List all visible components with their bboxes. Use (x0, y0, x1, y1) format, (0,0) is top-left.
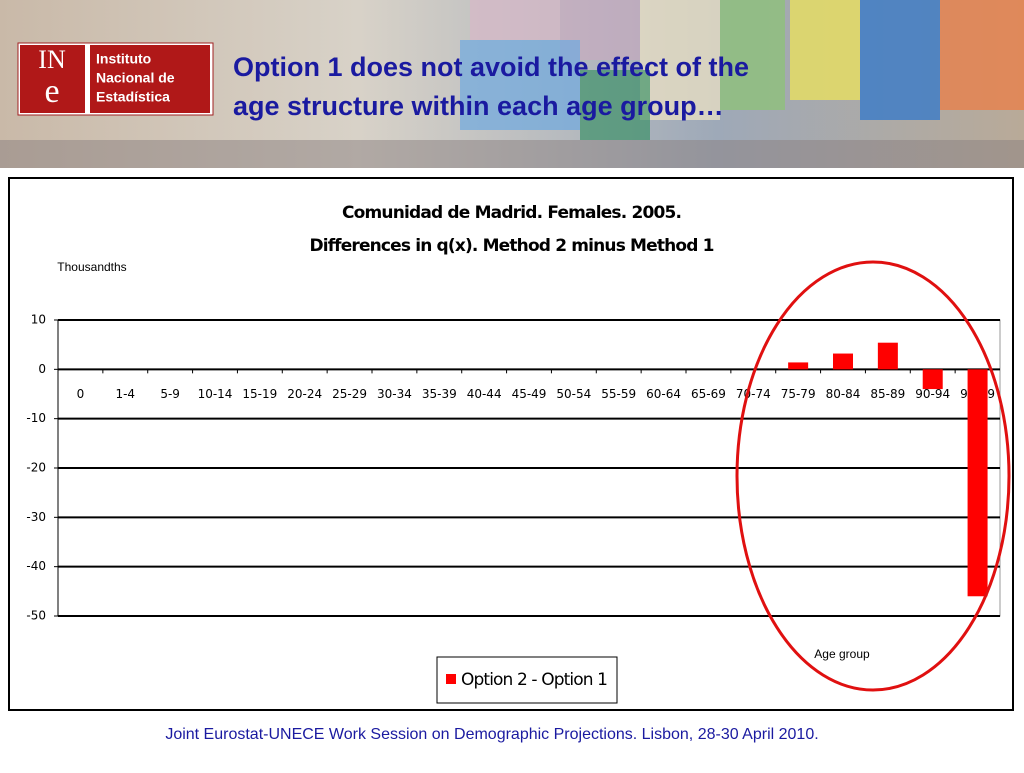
x-axis-label: Age group (814, 647, 870, 661)
highlight-ellipse (735, 260, 1011, 692)
y-tick-label: 0 (38, 362, 46, 376)
x-tick-label: 65-69 (691, 387, 726, 401)
logo-symbol: IN (38, 45, 66, 74)
header-background (0, 0, 1024, 168)
legend-label: Option 2 - Option 1 (461, 670, 608, 690)
x-tick-label: 5-9 (160, 387, 180, 401)
y-tick-label: -40 (26, 559, 46, 573)
x-tick-label: 40-44 (467, 387, 502, 401)
x-tick-label: 80-84 (826, 387, 861, 401)
logo-text: Estadística (96, 89, 170, 105)
y-tick-label: -50 (26, 609, 46, 623)
y-tick-label: -20 (26, 461, 46, 475)
logo-text: Nacional de (96, 70, 175, 86)
bar (922, 369, 943, 390)
bar (967, 369, 988, 597)
plot-area: -50 -40 -30 -20 -10 0 10 0 1-4 5-9 10-14 15-19 20-24… (26, 313, 1001, 623)
x-tick-label: 50-54 (556, 387, 591, 401)
x-tick-label: 55-59 (601, 387, 636, 401)
x-tick-label: 60-64 (646, 387, 681, 401)
x-tick-label: 1-4 (115, 387, 135, 401)
legend-swatch (446, 674, 456, 684)
y-tick-label: -30 (26, 510, 46, 524)
x-tick-label: 30-34 (377, 387, 412, 401)
x-tick-label: 10-14 (198, 387, 233, 401)
legend (436, 656, 618, 704)
logo-text: Instituto (96, 51, 151, 67)
logo: IN e Instituto Nacional de Estadística (17, 42, 214, 116)
x-tick-label: 70-74 (736, 387, 771, 401)
y-tick-label: -10 (26, 411, 46, 425)
y-axis-label: Thousandths (57, 260, 126, 274)
x-tick-label: 45-49 (512, 387, 547, 401)
x-tick-label: 20-24 (287, 387, 322, 401)
x-tick-label: 25-29 (332, 387, 367, 401)
x-tick-label: 0 (77, 387, 85, 401)
x-tick-label: 75-79 (781, 387, 816, 401)
x-tick-label: 85-89 (870, 387, 905, 401)
slide-title: age structure within each age group… (233, 91, 724, 121)
x-tick-label: 35-39 (422, 387, 457, 401)
x-tick-label: 90-94 (915, 387, 950, 401)
footer: Joint Eurostat-UNECE Work Session on Dem… (165, 726, 818, 743)
y-tick-label: 10 (31, 313, 46, 327)
bar (833, 353, 853, 370)
chart-subtitle: Differences in q(x). Method 2 minus Meth… (310, 236, 715, 256)
bar (877, 342, 898, 370)
logo-symbol: e (44, 73, 59, 110)
slide-title: Option 1 does not avoid the effect of th… (233, 52, 749, 82)
x-tick-label: 15-19 (242, 387, 277, 401)
bar (788, 362, 809, 370)
chart-title: Comunidad de Madrid. Females. 2005. (342, 203, 682, 223)
